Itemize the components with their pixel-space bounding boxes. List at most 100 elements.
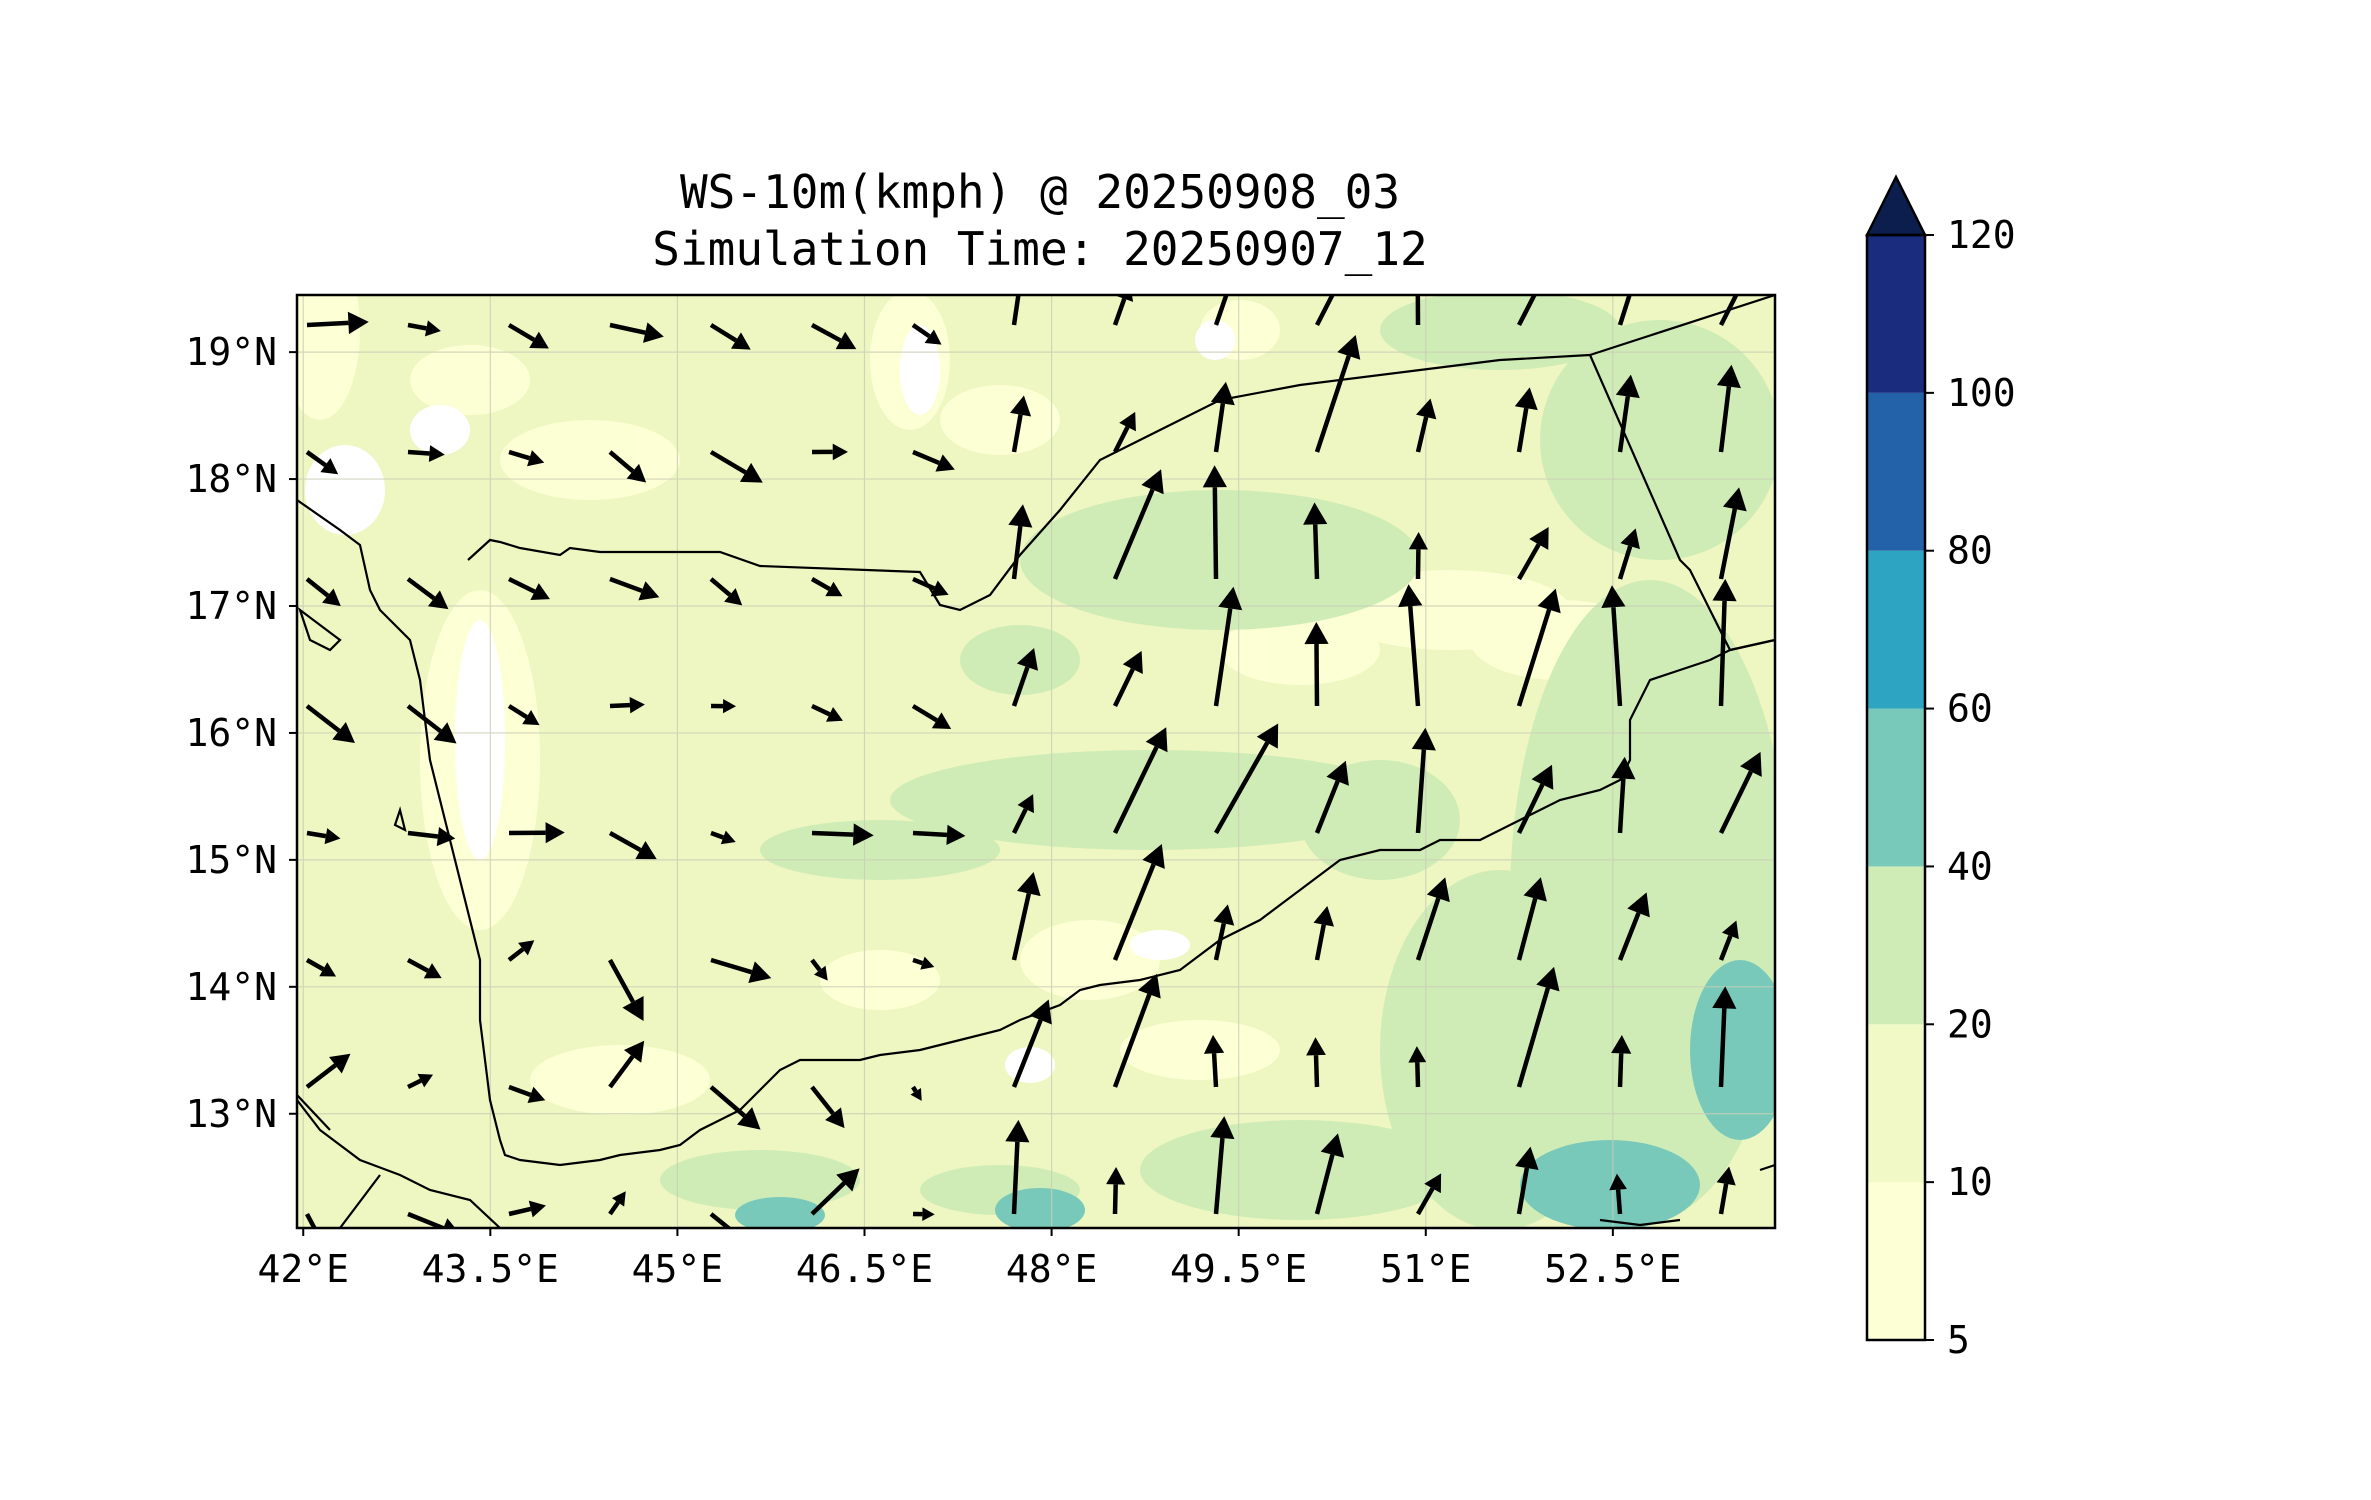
colorbar: 5 10 20 40 60 80 100 120 (1864, 174, 2016, 1362)
wind-arrow-156 (1519, 1426, 1576, 1468)
colorbar-label: 80 (1947, 529, 1993, 573)
wind-arrow-104 (1112, 973, 1161, 1088)
wind-arrow-142 (1721, 1261, 1819, 1341)
wind-arrow-68 (710, 830, 736, 845)
wind-arrow-16 (305, 450, 339, 475)
wind-arrow-1 (407, 320, 441, 337)
map-frame (295, 293, 1777, 1230)
x-tick-label: 49.5°E (1170, 1247, 1307, 1291)
wind-arrow-59 (1398, 584, 1423, 707)
wind-arrow-19 (608, 450, 647, 483)
wind-arrow-86 (912, 956, 935, 970)
x-tick-label: 43.5°E (422, 1247, 559, 1291)
colorbar-label: 120 (1947, 213, 2016, 257)
wind-arrow-24 (1112, 411, 1136, 454)
wind-arrow-28 (1514, 387, 1538, 453)
x-axis: 42°E 43.5°E 45°E 46.5°E 48°E 49.5°E 51°E 52.5°E (257, 1228, 1681, 1291)
title-line-2: Simulation Time: 20250907_12 (652, 222, 1428, 276)
wind-arrow-39 (1008, 504, 1033, 580)
wind-arrow-111 (1814, 1006, 1838, 1087)
wind-arrow-63 (1822, 608, 1854, 706)
wind-arrow-33 (406, 577, 449, 610)
wind-arrow-78 (1718, 751, 1762, 834)
wind-arrow-52 (710, 698, 737, 714)
wind-arrow-9 (1213, 295, 1229, 326)
colorbar-label: 100 (1947, 371, 2016, 415)
wind-arrow-90 (1313, 906, 1335, 961)
wind-arrow-147 (610, 1387, 704, 1468)
wind-arrow-158 (1721, 1412, 1766, 1468)
wind-arrow-126 (1716, 1166, 1736, 1215)
wind-arrow-113 (407, 1211, 456, 1228)
wind-arrow-75 (1411, 727, 1436, 834)
wind-arrow-45 (1617, 528, 1640, 580)
wind-arrow-157 (1620, 1365, 1719, 1468)
wind-arrow-146 (509, 1391, 616, 1468)
wind-arrow-106 (1306, 1037, 1326, 1088)
wind-arrow-32 (305, 577, 341, 607)
wind-arrow-15 (1817, 256, 1841, 325)
wind-arrow-120 (1106, 1166, 1126, 1215)
wind-arrow-151 (1014, 1405, 1090, 1468)
colorbar-label: 5 (1947, 1318, 1970, 1362)
wind-arrow-82 (507, 940, 535, 962)
wind-arrow-11 (1415, 295, 1421, 326)
wind-arrow-71 (1011, 794, 1034, 834)
wind-arrow-48 (305, 704, 355, 744)
wind-arrow-101 (810, 1085, 845, 1129)
wind-arrow-94 (1718, 920, 1739, 961)
wind-vectors (305, 256, 1866, 1468)
colorbar-frame (1865, 233, 1927, 1342)
wind-arrow-70 (912, 824, 966, 846)
wind-arrow-65 (407, 826, 456, 847)
wind-arrow-116 (709, 1212, 733, 1228)
y-axis: 13°N 14°N 15°N 16°N 17°N 18°N 19°N (185, 330, 297, 1136)
wind-arrow-4 (709, 323, 751, 350)
wind-arrow-2 (507, 323, 549, 349)
wind-arrow-115 (608, 1191, 626, 1216)
wind-arrow-49 (406, 704, 457, 744)
gridlines (297, 295, 1775, 1228)
wind-arrow-107 (1408, 1046, 1427, 1088)
wind-arrow-37 (810, 577, 843, 597)
wind-arrow-8 (1112, 295, 1134, 326)
eritrea-coast (297, 1094, 331, 1131)
colorbar-label: 10 (1947, 1160, 1993, 1204)
colorbar-label: 40 (1947, 844, 1993, 888)
wind-arrow-98 (508, 1084, 546, 1103)
wind-arrow-125 (1609, 1173, 1627, 1215)
wind-arrow-87 (1011, 871, 1041, 961)
wind-arrow-91 (1415, 877, 1450, 961)
wind-arrow-145 (408, 1425, 463, 1468)
wind-arrow-31 (1822, 394, 1844, 452)
x-tick-label: 51°E (1380, 1247, 1472, 1291)
wind-arrow-118 (912, 1207, 935, 1221)
wind-arrow-44 (1517, 527, 1549, 581)
wind-arrow-35 (609, 576, 660, 601)
y-tick-label: 14°N (185, 965, 277, 1009)
oman-saudi-border (1588, 354, 1731, 651)
wind-arrow-73 (1214, 723, 1279, 835)
wind-arrow-40 (1112, 469, 1164, 580)
wind-arrow-36 (709, 577, 743, 606)
wind-arrow-159 (1822, 1424, 1866, 1468)
wind-arrow-43 (1408, 531, 1428, 580)
oman-coast-north (1589, 295, 1775, 357)
wind-arrow-140 (1519, 1293, 1566, 1341)
wind-arrow-27 (1415, 398, 1437, 453)
x-tick-label: 48°E (1006, 1247, 1098, 1291)
colorbar-segment-0 (1867, 1182, 1925, 1340)
wind-arrow-121 (1210, 1116, 1235, 1215)
wind-arrow-30 (1716, 364, 1741, 453)
colorbar-extend-max (1864, 174, 1928, 237)
wind-arrow-152 (1115, 1414, 1170, 1468)
wind-arrow-119 (1005, 1119, 1030, 1215)
wind-arrow-10 (1314, 295, 1335, 327)
wind-arrow-89 (1213, 904, 1235, 961)
wind-arrow-96 (305, 1053, 351, 1089)
wind-arrow-100 (709, 1085, 761, 1130)
y-tick-label: 19°N (185, 330, 277, 374)
wind-arrow-34 (508, 576, 550, 601)
